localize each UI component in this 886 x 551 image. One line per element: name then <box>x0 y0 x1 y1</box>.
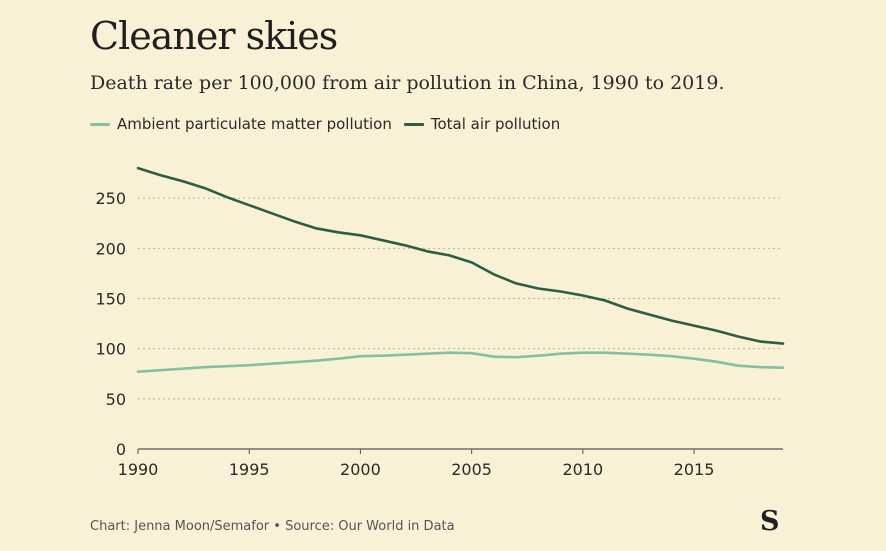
x-tick-label: 2010 <box>562 460 603 479</box>
legend-item-ambient: Ambient particulate matter pollution <box>90 115 392 133</box>
chart-title: Cleaner skies <box>90 14 338 58</box>
legend-label-total: Total air pollution <box>430 115 561 133</box>
y-tick-label: 200 <box>95 239 126 258</box>
y-tick-label: 150 <box>95 290 126 309</box>
x-tick-label: 1990 <box>118 460 159 479</box>
x-tick-label: 2015 <box>674 460 715 479</box>
x-tick-label: 2000 <box>340 460 381 479</box>
semafor-logo: S <box>760 506 780 537</box>
y-tick-label: 250 <box>95 189 126 208</box>
series-line-total <box>136 166 785 345</box>
legend-label-ambient: Ambient particulate matter pollution <box>117 115 392 133</box>
x-tick-label: 1995 <box>229 460 270 479</box>
chart-subtitle: Death rate per 100,000 from air pollutio… <box>90 72 725 94</box>
y-tick-label: 50 <box>106 390 126 409</box>
chart-gridlines <box>138 197 783 400</box>
legend-swatch-ambient <box>90 122 110 126</box>
y-tick-label: 100 <box>95 340 126 359</box>
chart-legend: Ambient particulate matter pollution Tot… <box>90 115 572 133</box>
chart-credit: Chart: Jenna Moon/Semafor • Source: Our … <box>90 519 455 534</box>
legend-item-total: Total air pollution <box>403 115 561 133</box>
chart-series <box>136 166 785 373</box>
y-tick-label: 0 <box>116 440 126 459</box>
chart-axes: 0 50 100 150 200 250 1990 1995 2000 2005 2010 2015 <box>95 189 783 479</box>
legend-swatch-total <box>403 122 424 126</box>
x-tick-label: 2005 <box>451 460 492 479</box>
series-line-ambient <box>136 351 785 373</box>
